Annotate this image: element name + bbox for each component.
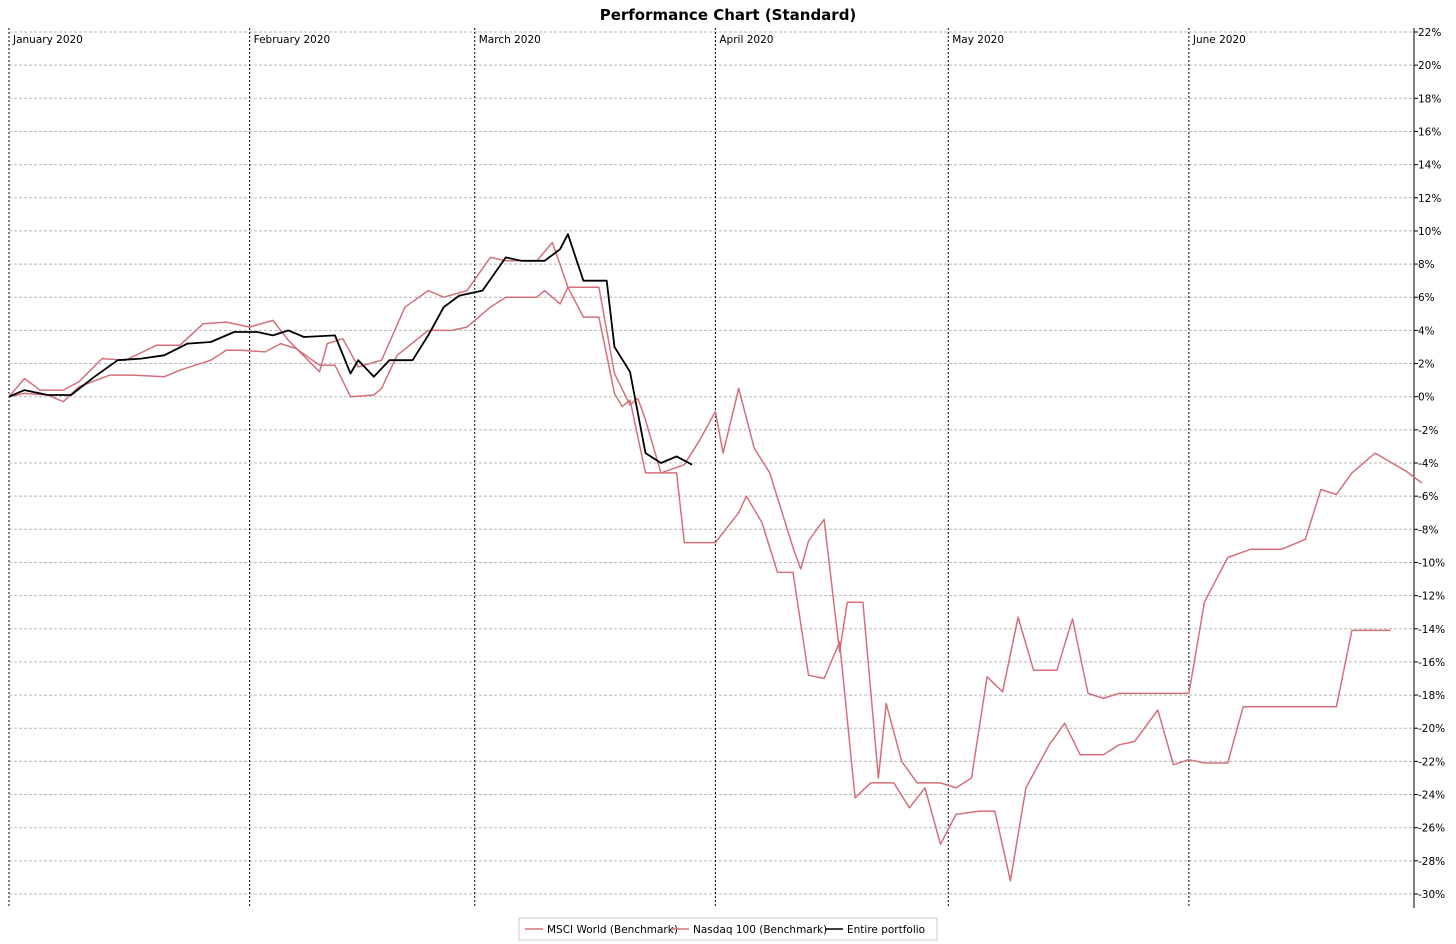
legend-label: Entire portfolio xyxy=(847,924,925,936)
y-tick-label: -26% xyxy=(1418,823,1445,835)
y-tick-label: -20% xyxy=(1418,723,1445,735)
y-tick-label: 22% xyxy=(1418,27,1441,39)
y-tick-label: 10% xyxy=(1418,226,1441,238)
legend-label: MSCI World (Benchmark) xyxy=(547,924,678,936)
y-tick-label: -16% xyxy=(1418,657,1445,669)
y-tick-label: -8% xyxy=(1418,524,1438,536)
month-label: May 2020 xyxy=(952,34,1004,46)
y-tick-label: 8% xyxy=(1418,259,1435,271)
legend-box xyxy=(518,917,938,941)
y-tick-label: -2% xyxy=(1418,425,1438,437)
y-tick-label: 6% xyxy=(1418,292,1435,304)
y-tick-label: 20% xyxy=(1418,60,1441,72)
y-tick-label: -4% xyxy=(1418,458,1438,470)
y-tick-label: 14% xyxy=(1418,160,1441,172)
y-tick-label: -22% xyxy=(1418,756,1445,768)
month-label: April 2020 xyxy=(719,34,773,46)
y-tick-label: -30% xyxy=(1418,889,1445,901)
legend-item: Nasdaq 100 (Benchmark) xyxy=(671,924,827,936)
y-tick-label: 0% xyxy=(1418,392,1435,404)
y-tick-label: 4% xyxy=(1418,325,1435,337)
month-label: March 2020 xyxy=(479,34,541,46)
y-tick-label: -12% xyxy=(1418,591,1445,603)
legend-item: Entire portfolio xyxy=(825,924,925,936)
month-label: June 2020 xyxy=(1192,34,1246,46)
y-tick-label: -14% xyxy=(1418,624,1445,636)
y-tick-label: 12% xyxy=(1418,193,1441,205)
y-axis: 22% 20% 18% 16% 14% 12% 10% 8% 6% 4% 2% 0% -2% -4% -6%… xyxy=(1413,27,1445,908)
y-tick-label: -28% xyxy=(1418,856,1445,868)
y-tick-label: -10% xyxy=(1418,557,1445,569)
grid-lines xyxy=(9,31,1414,895)
y-tick-label: -24% xyxy=(1418,790,1445,802)
y-tick-label: -18% xyxy=(1418,690,1445,702)
y-tick-label: 2% xyxy=(1418,359,1435,371)
chart-title: Performance Chart (Standard) xyxy=(600,6,857,24)
series-line-entire-portfolio xyxy=(8,233,693,466)
y-tick-label: -6% xyxy=(1418,491,1438,503)
legend-item: MSCI World (Benchmark) xyxy=(525,924,678,936)
series-lines xyxy=(8,233,1423,882)
series-line-msci-world-benchmark xyxy=(8,286,1391,882)
month-lines: January 2020 February 2020 March 2020 April… xyxy=(8,28,1246,908)
month-label: January 2020 xyxy=(12,34,83,46)
month-label: February 2020 xyxy=(254,34,331,46)
y-tick-label: 18% xyxy=(1418,93,1441,105)
series-line-nasdaq-100-benchmark xyxy=(8,241,1423,789)
legend-label: Nasdaq 100 (Benchmark) xyxy=(693,924,827,936)
legend: MSCI World (Benchmark) Nasdaq 100 (Benchm… xyxy=(518,917,938,941)
y-tick-label: 16% xyxy=(1418,126,1441,138)
